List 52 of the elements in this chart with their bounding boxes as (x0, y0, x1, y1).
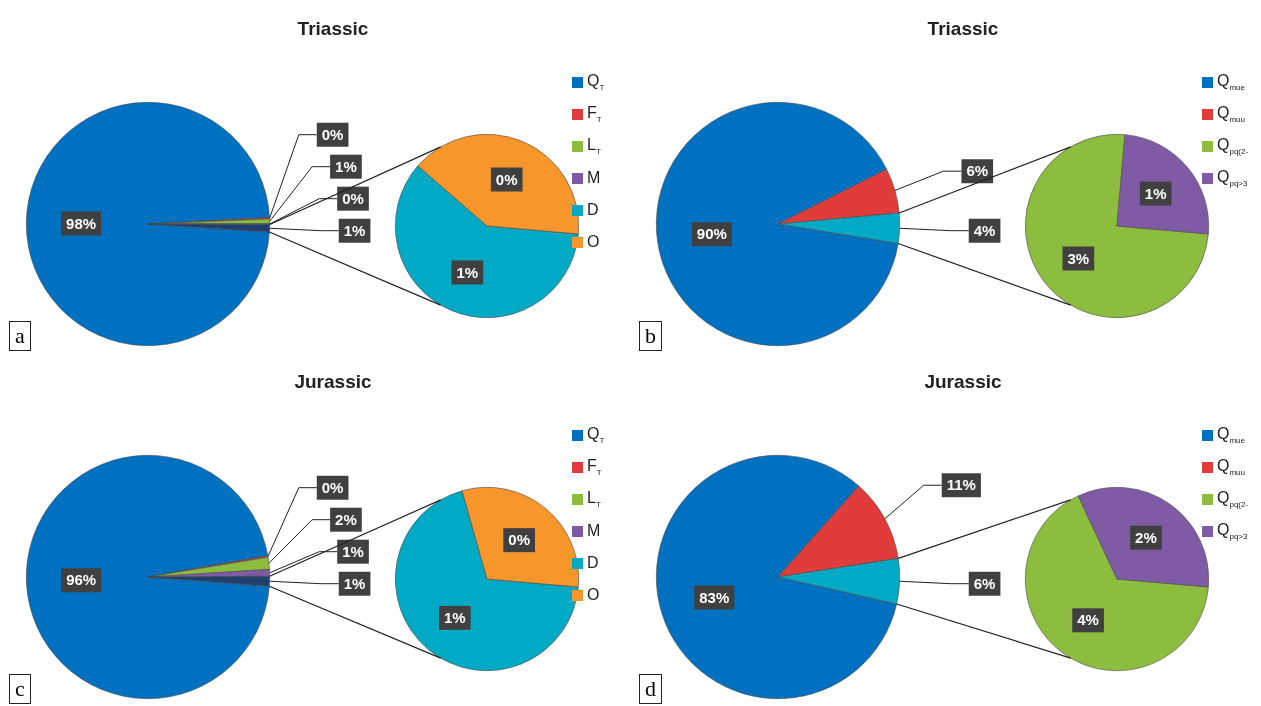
data-label: 1% (1144, 184, 1167, 202)
text: a (9, 321, 31, 351)
data-label: 2% (335, 510, 357, 528)
legend-label: Q$_{pq>3}$ (1217, 167, 1248, 189)
legend-label: L$_{T}$ (587, 135, 601, 157)
data-label: 1% (343, 221, 366, 239)
data-label: 1% (444, 608, 466, 626)
legend-label: F$_{T}$ (587, 103, 602, 125)
legend-label: Q$_{mue}$ (1217, 424, 1246, 446)
legend-label: M (587, 522, 601, 540)
data-label: 6% (966, 162, 989, 180)
text: d (639, 674, 662, 704)
data-label: 1% (335, 157, 357, 175)
legend-label: D (587, 201, 599, 219)
data-label: 1% (456, 263, 479, 281)
chart-title: Jurassic (923, 371, 1003, 393)
legend-label: L$_{T}$ (587, 488, 601, 510)
legend-label: Q$_{pq(2-}$ (1217, 135, 1249, 157)
chart-title: Triassic (296, 18, 370, 40)
data-label: 0% (321, 478, 344, 496)
legend-label: Q$_{muu}$ (1217, 103, 1246, 125)
data-label: 0% (508, 531, 530, 549)
data-label: 2% (1135, 528, 1157, 546)
data-label: 0% (495, 170, 518, 188)
data-label: 1% (343, 574, 366, 592)
legend-label: M (587, 169, 601, 187)
data-label: 4% (973, 221, 996, 239)
legend-label: D (587, 554, 599, 572)
data-label: 6% (973, 574, 996, 592)
legend-label: Q$_{mue}$ (1217, 71, 1246, 93)
legend-label: O (587, 586, 600, 604)
data-label: 1% (342, 542, 364, 560)
chart-title: Triassic (926, 18, 1000, 40)
text: c (9, 674, 31, 704)
legend-label: Q$_{pq(2-}$ (1217, 488, 1249, 510)
legend-label: Q$_{pq>3}$ (1217, 520, 1248, 542)
text: b (639, 321, 662, 351)
data-label: 90% (696, 225, 727, 243)
data-label: 11% (946, 476, 976, 494)
legend-label: Q$_{T}$ (587, 424, 605, 446)
data-label: 0% (321, 125, 344, 143)
data-label: 4% (1077, 611, 1099, 629)
data-label: 3% (1067, 249, 1090, 267)
data-label: 96% (66, 571, 97, 589)
legend-label: F$_{T}$ (587, 456, 602, 478)
legend-label: Q$_{T}$ (587, 71, 605, 93)
data-label: 98% (66, 214, 97, 232)
data-label: 0% (342, 189, 364, 207)
legend-label: O (587, 233, 600, 251)
data-label: 83% (699, 588, 730, 606)
chart-title: Jurassic (293, 371, 373, 393)
legend-label: Q$_{muu}$ (1217, 456, 1246, 478)
